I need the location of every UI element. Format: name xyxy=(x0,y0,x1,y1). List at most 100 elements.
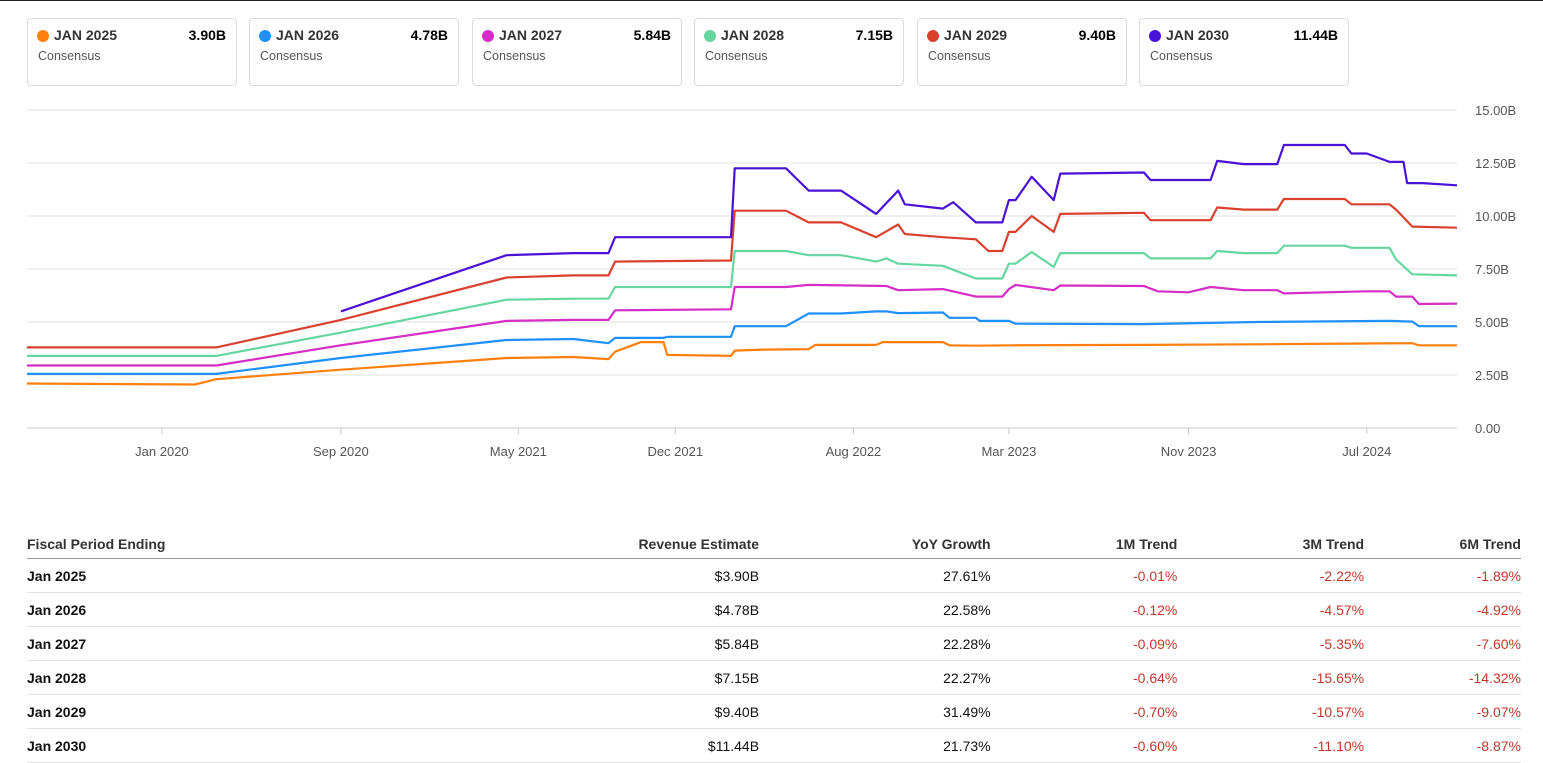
series-card-label: JAN 2030 xyxy=(1166,27,1230,43)
cell-revenue-estimate: $3.90B xyxy=(520,558,760,593)
y-tick-label: 5.00B xyxy=(1475,315,1509,330)
series-card-jan-2025[interactable]: JAN 2025 3.90B Consensus xyxy=(27,18,237,86)
cell-revenue-estimate: $5.84B xyxy=(520,626,760,661)
series-card-jan-2026[interactable]: JAN 2026 4.78B Consensus xyxy=(249,18,459,86)
col-header-yoy-growth[interactable]: YoY Growth xyxy=(759,530,991,559)
series-card-label: JAN 2027 xyxy=(499,27,563,43)
cell-3m-trend: -4.57% xyxy=(1177,592,1365,627)
series-card-value: 5.84B xyxy=(633,27,671,43)
series-card-value: 9.40B xyxy=(1078,27,1116,43)
cell-yoy-growth: 21.73% xyxy=(759,728,991,763)
cell-1m-trend: -0.01% xyxy=(990,558,1178,593)
series-card-jan-2030[interactable]: JAN 2030 11.44B Consensus xyxy=(1139,18,1349,86)
table-row: Jan 2025 $3.90B 27.61% -0.01% -2.22% -1.… xyxy=(27,558,1521,593)
cell-fiscal-period: Jan 2028 xyxy=(27,660,521,695)
table-row: Jan 2028 $7.15B 22.27% -0.64% -15.65% -1… xyxy=(27,660,1521,695)
x-tick-label: May 2021 xyxy=(490,444,547,459)
chart-series-lines xyxy=(26,143,1458,386)
series-card-jan-2027[interactable]: JAN 2027 5.84B Consensus xyxy=(472,18,682,86)
series-card-value: 3.90B xyxy=(188,27,226,43)
series-card-sub: Consensus xyxy=(38,49,101,63)
cell-3m-trend: -5.35% xyxy=(1177,626,1365,661)
series-color-dot xyxy=(704,30,716,42)
y-tick-label: 12.50B xyxy=(1475,156,1516,171)
series-line-jan-2029 xyxy=(27,197,1458,349)
col-header-6m-trend[interactable]: 6M Trend xyxy=(1364,530,1521,559)
x-axis-ticks: Jan 2020 Sep 2020 May 2021 Dec 2021 Aug 2022… xyxy=(135,428,1391,459)
cell-1m-trend: -0.09% xyxy=(990,626,1178,661)
table-header-row: Fiscal Period Ending Revenue Estimate Yo… xyxy=(27,530,1521,559)
series-color-dot xyxy=(927,30,939,42)
cell-1m-trend: -0.12% xyxy=(990,592,1178,627)
cell-6m-trend: -8.87% xyxy=(1364,728,1521,763)
cell-yoy-growth: 22.58% xyxy=(759,592,991,627)
col-header-fiscal-period[interactable]: Fiscal Period Ending xyxy=(27,530,521,559)
cell-3m-trend: -11.10% xyxy=(1177,728,1365,763)
cell-6m-trend: -4.92% xyxy=(1364,592,1521,627)
cell-3m-trend: -2.22% xyxy=(1177,558,1365,593)
y-axis-ticks: 0.00 2.50B 5.00B 7.50B 10.00B 12.50B 15.00B xyxy=(1475,103,1516,436)
x-tick-label: Aug 2022 xyxy=(826,444,882,459)
series-card-sub: Consensus xyxy=(705,49,768,63)
series-card-label: JAN 2029 xyxy=(944,27,1008,43)
cell-1m-trend: -0.60% xyxy=(990,728,1178,763)
series-card-label: JAN 2028 xyxy=(721,27,785,43)
cell-6m-trend: -9.07% xyxy=(1364,694,1521,729)
col-header-1m-trend[interactable]: 1M Trend xyxy=(990,530,1178,559)
table-row: Jan 2029 $9.40B 31.49% -0.70% -10.57% -9… xyxy=(27,694,1521,729)
x-tick-label: Dec 2021 xyxy=(647,444,703,459)
table-row: Jan 2027 $5.84B 22.28% -0.09% -5.35% -7.… xyxy=(27,626,1521,661)
top-border-line xyxy=(0,0,1543,1)
col-header-revenue-estimate[interactable]: Revenue Estimate xyxy=(520,530,760,559)
y-tick-label: 0.00 xyxy=(1475,421,1500,436)
table-row: Jan 2030 $11.44B 21.73% -0.60% -11.10% -… xyxy=(27,728,1521,763)
cell-yoy-growth: 27.61% xyxy=(759,558,991,593)
cell-fiscal-period: Jan 2025 xyxy=(27,558,521,593)
cell-yoy-growth: 31.49% xyxy=(759,694,991,729)
x-tick-label: Nov 2023 xyxy=(1161,444,1217,459)
series-line-jan-2026 xyxy=(27,310,1457,375)
series-card-value: 4.78B xyxy=(410,27,448,43)
revenue-estimates-table: Fiscal Period Ending Revenue Estimate Yo… xyxy=(27,530,1521,763)
cell-fiscal-period: Jan 2027 xyxy=(27,626,521,661)
cell-yoy-growth: 22.28% xyxy=(759,626,991,661)
series-line-jan-2027 xyxy=(27,283,1458,367)
series-color-dot xyxy=(37,30,49,42)
series-card-jan-2029[interactable]: JAN 2029 9.40B Consensus xyxy=(917,18,1127,86)
x-tick-label: Mar 2023 xyxy=(981,444,1036,459)
y-tick-label: 10.00B xyxy=(1475,209,1516,224)
series-card-jan-2028[interactable]: JAN 2028 7.15B Consensus xyxy=(694,18,904,86)
revenue-estimate-line-chart[interactable]: 0.00 2.50B 5.00B 7.50B 10.00B 12.50B 15.00B Ja… xyxy=(0,95,1543,470)
cell-6m-trend: -14.32% xyxy=(1364,660,1521,695)
cell-revenue-estimate: $11.44B xyxy=(520,728,760,763)
x-tick-label: Jul 2024 xyxy=(1342,444,1391,459)
cell-1m-trend: -0.70% xyxy=(990,694,1178,729)
cell-revenue-estimate: $7.15B xyxy=(520,660,760,695)
cell-6m-trend: -7.60% xyxy=(1364,626,1521,661)
series-card-sub: Consensus xyxy=(260,49,323,63)
x-tick-label: Sep 2020 xyxy=(313,444,369,459)
cell-3m-trend: -15.65% xyxy=(1177,660,1365,695)
cell-revenue-estimate: $9.40B xyxy=(520,694,760,729)
series-line-jan-2028 xyxy=(27,244,1458,357)
cell-revenue-estimate: $4.78B xyxy=(520,592,760,627)
series-color-dot xyxy=(1149,30,1161,42)
series-card-label: JAN 2025 xyxy=(54,27,118,43)
y-tick-label: 7.50B xyxy=(1475,262,1509,277)
y-tick-label: 15.00B xyxy=(1475,103,1516,118)
x-tick-label: Jan 2020 xyxy=(135,444,189,459)
series-card-value: 7.15B xyxy=(855,27,893,43)
series-card-sub: Consensus xyxy=(1150,49,1213,63)
series-card-value: 11.44B xyxy=(1293,27,1338,43)
cell-yoy-growth: 22.27% xyxy=(759,660,991,695)
series-card-label: JAN 2026 xyxy=(276,27,340,43)
y-tick-label: 2.50B xyxy=(1475,368,1509,383)
series-color-dot xyxy=(482,30,494,42)
table-row: Jan 2026 $4.78B 22.58% -0.12% -4.57% -4.… xyxy=(27,592,1521,627)
cell-3m-trend: -10.57% xyxy=(1177,694,1365,729)
series-line-jan-2030 xyxy=(340,143,1458,313)
cell-6m-trend: -1.89% xyxy=(1364,558,1521,593)
chart-gridlines xyxy=(27,109,1457,429)
cell-fiscal-period: Jan 2026 xyxy=(27,592,521,627)
col-header-3m-trend[interactable]: 3M Trend xyxy=(1177,530,1365,559)
